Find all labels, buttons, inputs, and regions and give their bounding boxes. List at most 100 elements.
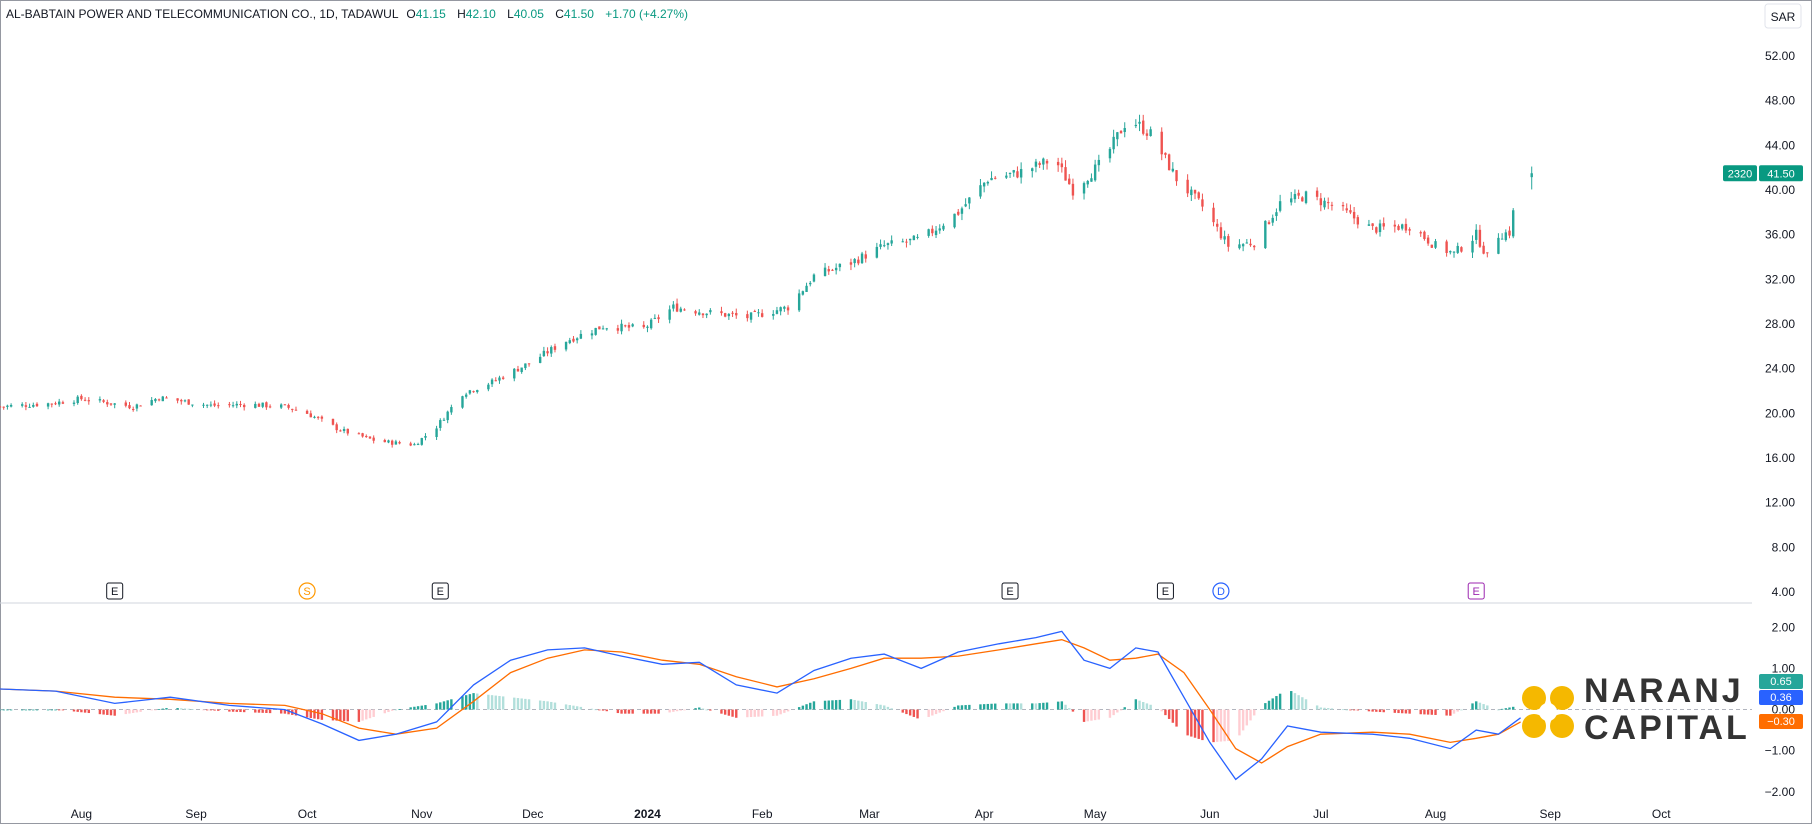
hist-bar (801, 705, 805, 710)
candle (616, 324, 620, 334)
candle (398, 440, 401, 445)
hist-bar (1478, 702, 1482, 710)
candle (150, 397, 153, 406)
candle (1341, 201, 1345, 211)
hist-bar (1012, 703, 1015, 710)
hist-bar (1315, 705, 1319, 710)
hist-bar (1064, 704, 1067, 710)
candle (476, 389, 479, 394)
macd-axis[interactable]: 2.00 1.00 0.00 −1.00 −2.00 (1765, 620, 1796, 798)
hist-bar (1378, 709, 1382, 713)
candle (1175, 170, 1178, 186)
price-axis[interactable]: 52.00 48.00 44.00 40.00 36.00 32.00 28.00 24.00… (1765, 49, 1795, 599)
candle (46, 402, 50, 410)
hist-bar (368, 709, 372, 719)
candle (213, 400, 216, 408)
candle (550, 345, 553, 357)
event-marker-earnings[interactable]: E (431, 582, 449, 600)
hist-bar (1142, 702, 1145, 710)
hist-bar (757, 709, 760, 717)
candle (309, 410, 312, 418)
candlestick-series[interactable] (0, 114, 1533, 448)
candle (54, 401, 57, 406)
candle (1345, 203, 1348, 213)
event-marker-dividend[interactable]: D (1212, 582, 1230, 600)
hist-bar (886, 706, 890, 710)
hist-bar (257, 709, 261, 713)
hist-bar (964, 705, 967, 710)
candle (772, 310, 775, 320)
candle (809, 280, 812, 287)
candle (753, 309, 756, 312)
candle (1408, 227, 1411, 236)
candle (239, 400, 242, 408)
candle (28, 403, 31, 408)
candle (831, 268, 834, 271)
candle (1193, 189, 1197, 200)
time-tick-label: 2024 (634, 807, 661, 821)
event-marker-earnings[interactable]: E (1156, 582, 1174, 600)
candle (805, 282, 808, 292)
candle (564, 341, 568, 352)
hist-bar (28, 709, 31, 711)
price-tick-label: 36.00 (1765, 228, 1795, 242)
price-tick-label: 28.00 (1765, 317, 1795, 331)
hist-bar (653, 709, 657, 714)
hist-bar (1290, 691, 1293, 710)
hist-bar (1475, 701, 1478, 710)
candle (1012, 169, 1015, 177)
candle (598, 326, 601, 330)
event-marker-split[interactable]: S (298, 582, 316, 600)
candle (1201, 193, 1204, 212)
candle (361, 432, 364, 438)
currency-button[interactable]: SAR (1764, 3, 1802, 29)
hist-bar (1082, 709, 1086, 722)
hist-bar (1301, 697, 1304, 710)
candle (627, 322, 631, 332)
hist-bar (672, 709, 675, 712)
candle (424, 433, 427, 441)
hist-bar (598, 709, 601, 711)
hist-bar (1071, 709, 1075, 712)
hist-bar (831, 700, 834, 710)
hist-bar (938, 709, 941, 713)
candle (1378, 219, 1382, 237)
hist-bar (809, 702, 812, 710)
hist-bar (357, 709, 361, 722)
candle (1108, 147, 1112, 163)
hist-bar (834, 700, 838, 710)
candle (1267, 220, 1271, 225)
time-axis[interactable]: Aug Sep Oct Nov Dec 2024 Feb Mar Apr May Jun Jul Aug… (71, 807, 1671, 821)
hist-bar (342, 709, 346, 722)
hist-bar (735, 709, 738, 718)
hist-bar (760, 709, 764, 717)
hist-bar (520, 698, 523, 710)
candle (161, 395, 164, 402)
hist-bar (694, 708, 697, 710)
hist-bar (139, 709, 142, 712)
hist-bar (631, 709, 634, 714)
candle (1482, 241, 1485, 255)
currency-label[interactable]: SAR (1771, 10, 1796, 24)
candle (649, 318, 653, 330)
candle (1160, 127, 1163, 161)
time-tick-label: Oct (1652, 807, 1671, 821)
candle (864, 250, 867, 263)
candle (698, 309, 701, 316)
candle (942, 223, 945, 232)
candle (1031, 167, 1034, 178)
hist-bar (857, 700, 860, 710)
event-marker-earnings[interactable]: E (106, 582, 124, 600)
candle (498, 375, 501, 384)
macd-value-badge: 0.36 (1770, 692, 1791, 704)
candle (701, 313, 705, 319)
hist-bar (1426, 709, 1430, 715)
hist-bar (161, 708, 164, 710)
candle (694, 309, 697, 316)
event-marker-earnings[interactable]: E (1001, 582, 1019, 600)
logo-line2: CAPITAL (1584, 709, 1750, 747)
hist-bar (568, 705, 571, 710)
event-marker-earnings-upcoming[interactable]: E (1467, 582, 1485, 600)
